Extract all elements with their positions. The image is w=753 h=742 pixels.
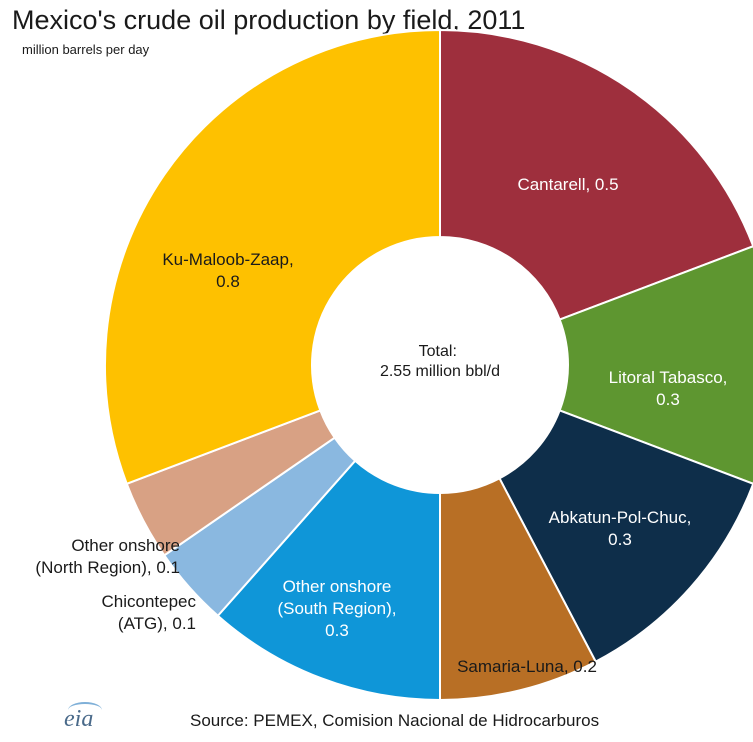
slice-label-line: Other onshore (71, 536, 180, 555)
slice-label-line: 0.3 (325, 621, 349, 640)
slice-label: Litoral Tabasco, 0.3 (609, 368, 728, 409)
source-note: Source: PEMEX, Comision Nacional de Hidr… (190, 711, 600, 730)
slice-label-line: (North Region), 0.1 (35, 558, 180, 577)
slice-label-line: Samaria-Luna, 0.2 (457, 657, 597, 676)
slice-label-line: Ku-Maloob-Zaap, (162, 250, 293, 269)
slice-label-line: Litoral Tabasco, (609, 368, 728, 387)
slice-label: Cantarell, 0.5 (517, 175, 618, 194)
eia-logo-arc (68, 702, 102, 718)
slice-label-line: Chicontepec (101, 592, 196, 611)
slice-label: Other onshore (North Region), 0.1 (35, 536, 180, 577)
slice-label: Other onshore (South Region), 0.3 (277, 577, 396, 640)
slice-label-line: 0.3 (656, 390, 680, 409)
slices-group (104, 28, 753, 702)
slice-label: Ku-Maloob-Zaap, 0.8 (162, 250, 293, 291)
slice-label-line: 0.8 (216, 272, 240, 291)
eia-logo: eia (64, 702, 102, 733)
slice-label-line: Cantarell, 0.5 (517, 175, 618, 194)
slice-label-line: (ATG), 0.1 (118, 614, 196, 633)
center-label-line-2: 2.55 million bbl/d (380, 363, 500, 380)
slice-label: Abkatun-Pol-Chuc, 0.3 (549, 508, 692, 549)
slice-label-line: (South Region), (277, 599, 396, 618)
slice-label-line: 0.3 (608, 530, 632, 549)
chart-subtitle: million barrels per day (22, 42, 150, 57)
slice-label-line: Other onshore (283, 577, 392, 596)
slice-label: Chicontepec (ATG), 0.1 (101, 592, 196, 633)
slice-label-line: Abkatun-Pol-Chuc, (549, 508, 692, 527)
center-label-line-1: Total: (419, 343, 457, 360)
donut-hole (312, 237, 568, 493)
slice-label: Samaria-Luna, 0.2 (457, 657, 597, 676)
center-label: Total: 2.55 million bbl/d (380, 343, 500, 380)
